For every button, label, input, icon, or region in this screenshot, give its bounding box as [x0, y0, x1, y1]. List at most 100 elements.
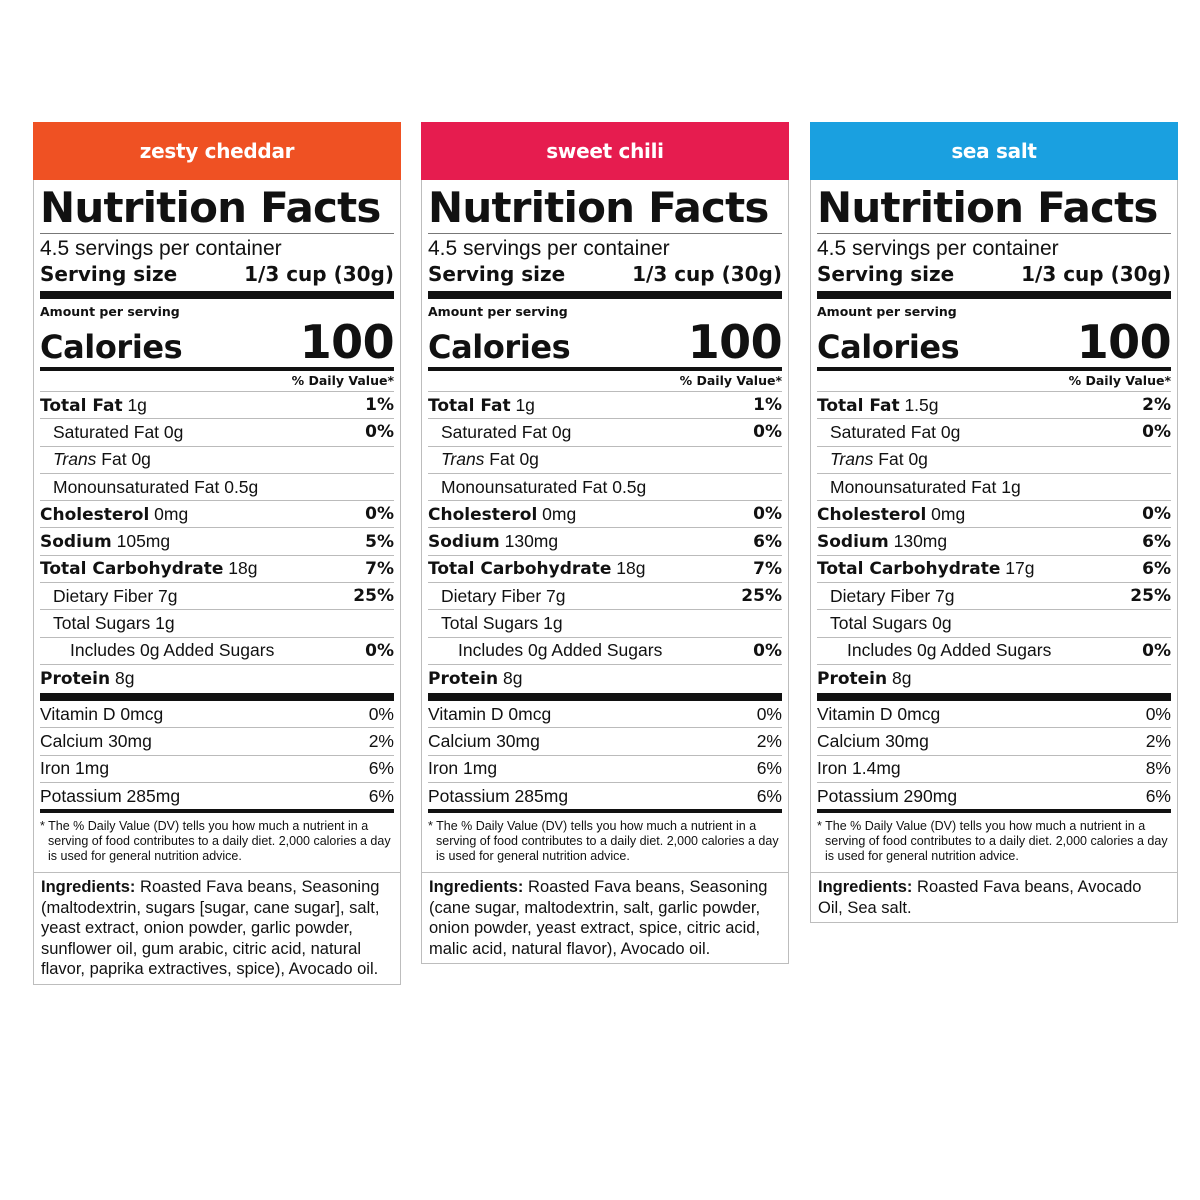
- nutrient-row: Includes 0g Added Sugars 0%: [428, 638, 782, 665]
- ingredients-label: Ingredients:: [429, 878, 524, 897]
- nutrient-label: Cholesterol 0mg: [40, 504, 188, 525]
- amount-per-serving: Amount per serving: [428, 304, 568, 319]
- nutrient-percent: 0%: [753, 422, 782, 443]
- vitamin-label: Potassium 290mg: [817, 785, 958, 806]
- nutrition-facts-title: Nutrition Facts: [40, 184, 394, 234]
- nutrient-amount: Total Sugars 1g: [441, 613, 563, 634]
- flavor-name: sea salt: [951, 139, 1037, 163]
- nutrient-row: Includes 0g Added Sugars 0%: [40, 638, 394, 665]
- vitamin-percent: 6%: [756, 758, 782, 779]
- nutrient-label: Total Sugars 1g: [428, 613, 563, 634]
- nutrient-amount: Dietary Fiber 7g: [441, 585, 566, 606]
- nutrient-label: Total Fat 1g: [40, 395, 147, 416]
- nutrient-name: Protein: [428, 669, 499, 690]
- nutrient-label: Monounsaturated Fat 0.5g: [40, 477, 258, 498]
- daily-value-header: % Daily Value*: [817, 371, 1171, 392]
- trans-label: Trans: [53, 449, 97, 470]
- nutrient-label: Protein 8g: [40, 668, 134, 689]
- nutrient-name: Sodium: [817, 532, 889, 553]
- nutrient-label: Includes 0g Added Sugars: [428, 640, 662, 661]
- nutrient-label: Dietary Fiber 7g: [817, 586, 955, 607]
- nutrient-label: Saturated Fat 0g: [817, 422, 960, 443]
- nutrient-label: Monounsaturated Fat 1g: [817, 477, 1021, 498]
- nutrient-label: Trans Fat 0g: [817, 449, 928, 470]
- ingredients-label: Ingredients:: [818, 878, 913, 897]
- nutrient-row: Protein 8g: [428, 665, 782, 701]
- vitamin-percent: 0%: [756, 703, 782, 724]
- daily-value-header: % Daily Value*: [40, 371, 394, 392]
- nutrient-name: Cholesterol: [428, 504, 538, 525]
- nutrition-facts-title: Nutrition Facts: [428, 184, 782, 234]
- nutrient-amount: 130mg: [499, 531, 559, 552]
- vitamin-percent: 0%: [368, 703, 394, 724]
- vitamin-label: Iron 1.4mg: [817, 758, 901, 779]
- nutrient-name: Total Carbohydrate: [428, 559, 612, 580]
- serving-size-label: Serving size: [817, 262, 955, 286]
- nutrient-label: Protein 8g: [428, 668, 522, 689]
- nutrient-name: Cholesterol: [817, 504, 927, 525]
- nutrient-amount: Monounsaturated Fat 1g: [830, 476, 1021, 497]
- nutrient-row: Total Sugars 0g: [817, 610, 1171, 638]
- nutrient-amount: Includes 0g Added Sugars: [458, 640, 663, 661]
- vitamin-row: Vitamin D 0mcg 0%: [428, 701, 782, 729]
- nutrient-label: Trans Fat 0g: [428, 449, 539, 470]
- nutrient-percent: 0%: [753, 504, 782, 525]
- nutrient-amount: 8g: [887, 668, 912, 689]
- nutrient-percent: 2%: [1142, 395, 1171, 416]
- nutrient-percent: 7%: [753, 558, 782, 579]
- serving-size-row: Serving size 1/3 cup (30g): [40, 261, 394, 299]
- ingredients-box: Ingredients: Roasted Fava beans, Avocado…: [810, 873, 1178, 924]
- nutrient-label: Total Carbohydrate 18g: [428, 558, 645, 579]
- nutrient-amount: 1g: [122, 394, 147, 415]
- servings-per-container: 4.5 servings per container: [428, 237, 670, 260]
- nutrient-label: Includes 0g Added Sugars: [40, 640, 274, 661]
- vitamin-label: Calcium 30mg: [40, 730, 152, 751]
- vitamin-label: Potassium 285mg: [40, 785, 181, 806]
- panel-sea-salt: sea salt Nutrition Facts 4.5 servings per…: [810, 122, 1178, 924]
- vitamin-label: Vitamin D 0mcg: [40, 703, 164, 724]
- vitamin-label: Potassium 285mg: [428, 785, 569, 806]
- daily-value-footnote: * The % Daily Value (DV) tells you how m…: [428, 819, 779, 864]
- nutrient-row: Cholesterol 0mg 0%: [428, 501, 782, 529]
- nutrient-name: Total Fat: [817, 395, 900, 416]
- nutrient-label: Includes 0g Added Sugars: [817, 640, 1051, 661]
- nutrient-amount: Dietary Fiber 7g: [830, 585, 955, 606]
- nutrient-amount: Saturated Fat 0g: [53, 421, 184, 442]
- nutrient-row: Dietary Fiber 7g 25%: [428, 583, 782, 611]
- calories-value: 100: [1076, 315, 1172, 369]
- nutrient-amount: Saturated Fat 0g: [441, 421, 572, 442]
- vitamin-row: Potassium 285mg 6%: [428, 783, 782, 814]
- ingredients-box: Ingredients: Roasted Fava beans, Seasoni…: [33, 873, 401, 985]
- nutrient-label: Cholesterol 0mg: [428, 504, 576, 525]
- nutrient-amount: 8g: [110, 668, 135, 689]
- nutrient-amount: 130mg: [888, 531, 948, 552]
- vitamin-row: Iron 1mg 6%: [428, 756, 782, 783]
- calories-row: Calories 100: [817, 315, 1172, 371]
- nutrient-row: Total Carbohydrate 18g 7%: [428, 556, 782, 584]
- nutrient-label: Total Carbohydrate 18g: [40, 558, 257, 579]
- nutrient-amount: 18g: [611, 558, 646, 579]
- nutrient-label: Total Fat 1.5g: [817, 395, 939, 416]
- nutrient-row: Total Carbohydrate 17g 6%: [817, 556, 1171, 584]
- ingredients-text: Roasted Fava beans, Seasoning (maltodext…: [41, 878, 380, 979]
- nutrient-amount: Fat 0g: [873, 449, 928, 470]
- ingredients-label: Ingredients:: [41, 878, 136, 897]
- nutrient-percent: 0%: [1142, 504, 1171, 525]
- nutrient-percent: 1%: [753, 395, 782, 416]
- nutrient-row: Total Sugars 1g: [428, 610, 782, 638]
- nutrient-label: Total Sugars 0g: [817, 613, 952, 634]
- vitamin-row: Potassium 285mg 6%: [40, 783, 394, 814]
- nutrient-label: Sodium 130mg: [428, 531, 558, 552]
- daily-value-footnote: * The % Daily Value (DV) tells you how m…: [817, 819, 1168, 864]
- calories-row: Calories 100: [428, 319, 783, 371]
- vitamin-row: Potassium 290mg 6%: [817, 783, 1171, 814]
- nutrient-label: Sodium 105mg: [40, 531, 170, 552]
- nutrient-row: Saturated Fat 0g 0%: [817, 419, 1171, 447]
- nutrient-percent: 1%: [365, 395, 394, 416]
- nutrient-name: Cholesterol: [40, 504, 150, 525]
- nutrient-label: Total Carbohydrate 17g: [817, 558, 1034, 579]
- nutrient-amount: 18g: [223, 558, 258, 579]
- servings-per-container: 4.5 servings per container: [40, 237, 282, 260]
- nutrient-label: Dietary Fiber 7g: [428, 586, 566, 607]
- flavor-header: sea salt: [810, 122, 1178, 180]
